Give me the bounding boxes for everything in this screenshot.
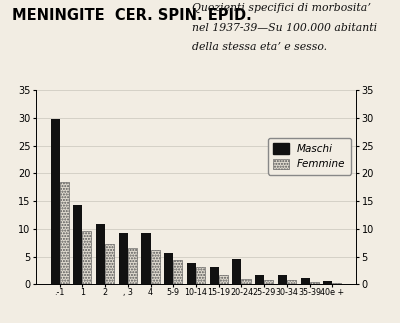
Bar xyxy=(150,250,160,284)
Bar xyxy=(73,205,82,284)
Bar xyxy=(300,278,310,284)
Bar xyxy=(278,276,287,284)
Bar xyxy=(164,253,173,284)
Text: nel 1937-39—Su 100.000 abitanti: nel 1937-39—Su 100.000 abitanti xyxy=(192,23,377,33)
Bar xyxy=(128,248,137,284)
Legend: Maschi, Femmine: Maschi, Femmine xyxy=(268,138,351,174)
Bar xyxy=(187,263,196,284)
Bar xyxy=(196,267,205,284)
Bar xyxy=(242,279,250,284)
Bar xyxy=(82,231,92,284)
Text: MENINGITE  CER. SPIN. EPID.: MENINGITE CER. SPIN. EPID. xyxy=(12,8,252,23)
Bar xyxy=(287,280,296,284)
Bar xyxy=(142,233,150,284)
Bar xyxy=(50,119,60,284)
Bar xyxy=(264,280,273,284)
Bar xyxy=(255,275,264,284)
Bar xyxy=(60,182,69,284)
Bar xyxy=(96,224,105,284)
Bar xyxy=(323,281,332,284)
Text: della stessa etaʼ e sesso.: della stessa etaʼ e sesso. xyxy=(192,42,327,52)
Text: Quozienti specifici di morbositaʼ: Quozienti specifici di morbositaʼ xyxy=(192,3,371,13)
Bar xyxy=(119,233,128,284)
Bar xyxy=(105,245,114,284)
Bar xyxy=(332,283,342,284)
Bar xyxy=(210,266,219,284)
Bar xyxy=(173,260,182,284)
Bar xyxy=(310,282,319,284)
Bar xyxy=(219,275,228,284)
Bar xyxy=(232,259,242,284)
